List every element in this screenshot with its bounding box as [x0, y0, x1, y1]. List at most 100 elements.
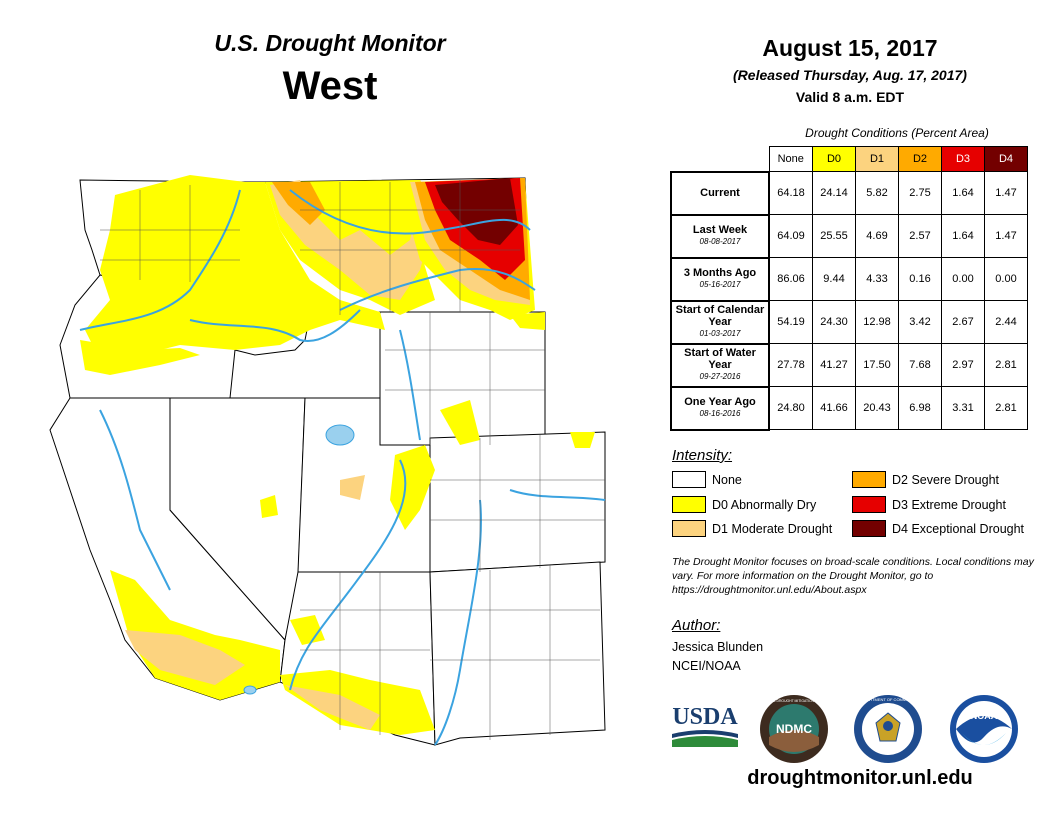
table-row: Last Week 08-08-2017 64.09 25.55 4.69 2.5… [670, 213, 1028, 259]
rio-grande [434, 499, 482, 746]
d0-arizona-south [280, 670, 435, 735]
table-row: 3 Months Ago 05-16-2017 86.06 9.44 4.33 0… [670, 256, 1028, 302]
col-header-none: None [768, 146, 813, 172]
table-cell: 9.44 [812, 257, 856, 301]
intensity-title: Intensity: [672, 447, 733, 464]
conditions-table: None D0 D1 D2 D3 D4 Current 64.18 24.14 … [670, 146, 1028, 431]
row-label: Start of Water Year 09-27-2016 [670, 342, 770, 388]
row-date: 08-08-2017 [699, 237, 741, 246]
legend-item-d3: D3 Extreme Drought [852, 496, 1006, 513]
table-row: One Year Ago 08-16-2016 24.80 41.66 20.43… [670, 385, 1028, 431]
col-header-d0: D0 [812, 146, 856, 172]
legend-label: D3 Extreme Drought [892, 497, 1006, 512]
usda-logo: USDA [672, 704, 738, 747]
legend-label: D4 Exceptional Drought [892, 521, 1025, 536]
d1-arizona-south [285, 685, 380, 730]
row-label-text: Start of Calendar Year [675, 304, 765, 328]
legend-item-d1: D1 Moderate Drought [672, 520, 832, 537]
table-cell: 0.00 [984, 257, 1028, 301]
table-cell: 25.55 [812, 214, 856, 258]
row-label: 3 Months Ago 05-16-2017 [670, 256, 770, 302]
map-date: August 15, 2017 [762, 35, 938, 61]
table-cell: 5.82 [855, 171, 899, 215]
table-cell: 4.69 [855, 214, 899, 258]
table-cell: 3.42 [898, 300, 942, 344]
table-cell: 3.31 [941, 386, 985, 430]
legend-item-none: None [672, 471, 742, 488]
usda-logo-text: USDA [672, 704, 738, 730]
d0-arizona-west [290, 615, 325, 645]
valid-time: Valid 8 a.m. EDT [795, 89, 905, 105]
d0-colorado-ne [570, 432, 595, 448]
green-river [399, 329, 421, 441]
arkansas-river [509, 489, 606, 501]
new-mexico-state [429, 561, 606, 746]
table-cell: 2.75 [898, 171, 942, 215]
table-cell: 1.64 [941, 171, 985, 215]
table-row: Start of Water Year 09-27-2016 27.78 41.2… [670, 342, 1028, 388]
legend-label: D2 Severe Drought [892, 472, 1000, 487]
county-lines-central [385, 312, 605, 572]
table-header-row: None D0 D1 D2 D3 D4 [671, 146, 1028, 172]
drought-map [49, 175, 606, 746]
col-header-d3: D3 [941, 146, 985, 172]
legend-item-d4: D4 Exceptional Drought [852, 520, 1024, 537]
table-cell: 64.09 [768, 214, 813, 258]
salton-sea [243, 685, 257, 695]
table-cell: 54.19 [768, 300, 813, 344]
table-row: Current 64.18 24.14 5.82 2.75 1.64 1.47 [670, 170, 1028, 216]
legend-swatch [852, 520, 886, 537]
d4-northeast-montana [435, 178, 518, 245]
ndmc-logo: NDMC NATIONAL DROUGHT MITIGATION CENTER [759, 695, 830, 763]
row-label-text: 3 Months Ago [683, 267, 757, 279]
table-row: Start of Calendar Year 01-03-2017 54.19 2… [670, 299, 1028, 345]
lakes [243, 424, 355, 695]
website-link[interactable]: droughtmonitor.unl.edu [747, 767, 973, 789]
row-label-text: Last Week [692, 224, 748, 236]
table-cell: 17.50 [855, 343, 899, 387]
table-cell: 4.33 [855, 257, 899, 301]
row-label: Start of Calendar Year 01-03-2017 [670, 299, 770, 345]
d1-california-south [125, 630, 245, 685]
table-cell: 86.06 [768, 257, 813, 301]
table-cell: 24.14 [812, 171, 856, 215]
county-lines-south [300, 565, 600, 740]
table-cell: 2.81 [984, 343, 1028, 387]
d0-oregon-east [80, 340, 200, 375]
table-cell: 2.81 [984, 386, 1028, 430]
table-cell: 1.47 [984, 171, 1028, 215]
map-subtitle: U.S. Drought Monitor [214, 30, 446, 56]
colorado-state [429, 431, 606, 573]
d2-montana-zone [272, 182, 325, 225]
great-salt-lake [325, 424, 355, 446]
row-label: Last Week 08-08-2017 [670, 213, 770, 259]
county-lines-north [100, 180, 520, 315]
author-org: NCEI/NOAA [672, 659, 741, 673]
table-cell: 2.44 [984, 300, 1028, 344]
legend-item-d2: D2 Severe Drought [852, 471, 999, 488]
table-cell: 12.98 [855, 300, 899, 344]
table-corner [671, 147, 769, 172]
row-label-text: One Year Ago [684, 396, 756, 408]
d0-wyoming-east [510, 312, 545, 330]
table-cell: 2.67 [941, 300, 985, 344]
legend-item-d0: D0 Abnormally Dry [672, 496, 816, 513]
table-cell: 0.16 [898, 257, 942, 301]
legend-label: None [712, 472, 742, 487]
table-cell: 2.57 [898, 214, 942, 258]
release-date: (Released Thursday, Aug. 17, 2017) [733, 67, 967, 83]
legend-label: D1 Moderate Drought [712, 521, 833, 536]
d0-colorado-north [440, 400, 480, 445]
row-label: One Year Ago 08-16-2016 [670, 385, 770, 431]
author-name: Jessica Blunden [672, 640, 764, 654]
d0-nevada-spot [260, 495, 278, 518]
legend-swatch [672, 496, 706, 513]
legend-swatch [672, 520, 706, 537]
table-cell: 20.43 [855, 386, 899, 430]
ndmc-ring-text: NATIONAL DROUGHT MITIGATION CENTER [759, 699, 829, 703]
table-cell: 41.27 [812, 343, 856, 387]
table-cell: 2.97 [941, 343, 985, 387]
table-cell: 64.18 [768, 171, 813, 215]
row-date: 05-16-2017 [699, 280, 741, 289]
col-header-d4: D4 [984, 146, 1028, 172]
